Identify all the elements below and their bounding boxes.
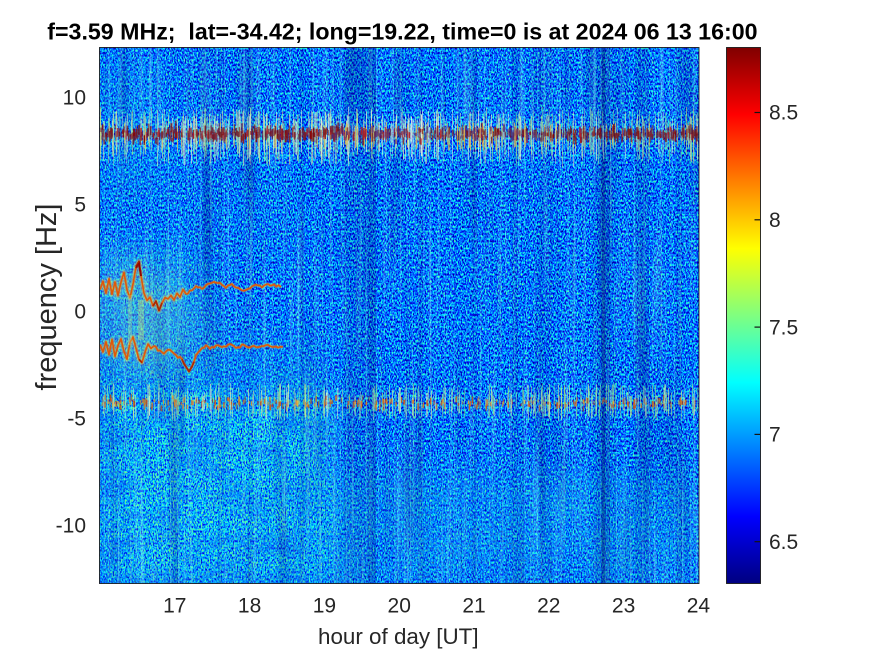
svg-text:8.5: 8.5	[769, 102, 798, 125]
svg-text:18: 18	[238, 595, 261, 618]
svg-text:-10: -10	[56, 515, 86, 538]
svg-text:0: 0	[74, 301, 86, 324]
svg-text:20: 20	[388, 595, 411, 618]
svg-text:-5: -5	[67, 408, 86, 431]
svg-text:7.5: 7.5	[769, 316, 798, 339]
svg-text:24: 24	[687, 595, 711, 618]
svg-text:hour of day [UT]: hour of day [UT]	[318, 624, 479, 649]
svg-text:frequency [Hz]: frequency [Hz]	[31, 204, 63, 391]
svg-text:10: 10	[63, 86, 86, 109]
svg-text:6.5: 6.5	[769, 531, 798, 554]
svg-text:23: 23	[612, 595, 635, 618]
svg-text:8: 8	[769, 209, 781, 232]
svg-text:19: 19	[313, 595, 336, 618]
svg-text:f=3.59 MHz; lat=-34.42; long=: f=3.59 MHz; lat=-34.42; long=19.22, time…	[47, 19, 757, 45]
svg-text:7: 7	[769, 424, 781, 447]
svg-text:21: 21	[462, 595, 485, 618]
svg-text:17: 17	[163, 595, 186, 618]
svg-text:5: 5	[74, 193, 86, 216]
svg-text:22: 22	[537, 595, 560, 618]
